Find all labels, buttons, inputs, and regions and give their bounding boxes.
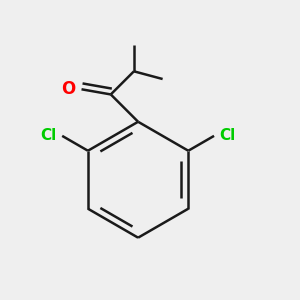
Text: Cl: Cl bbox=[40, 128, 57, 143]
Text: Cl: Cl bbox=[219, 128, 236, 143]
Text: O: O bbox=[61, 80, 76, 98]
